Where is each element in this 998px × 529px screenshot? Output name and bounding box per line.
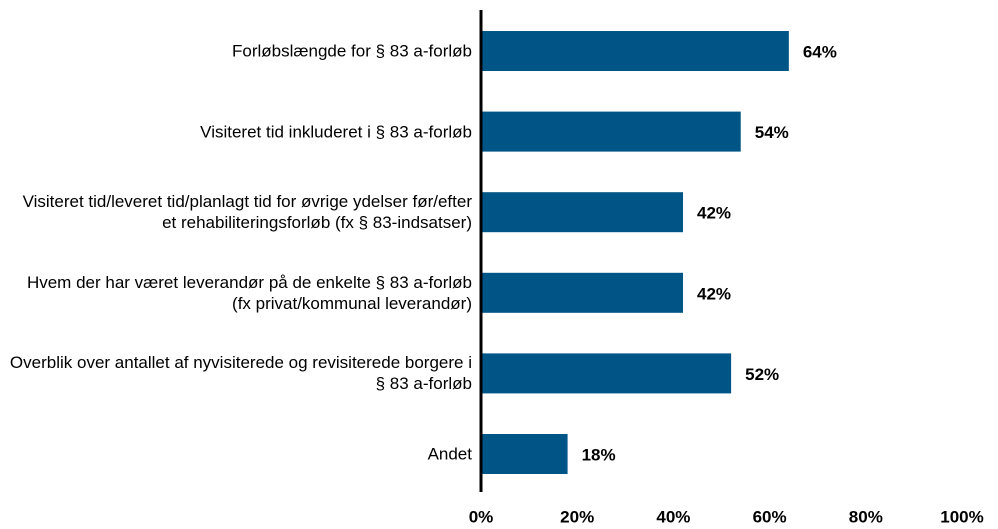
category-label: Hvem der har været leverandør på de enke… xyxy=(26,272,472,313)
bar xyxy=(481,192,684,233)
x-tick-label: 0% xyxy=(469,507,494,526)
x-tick-label: 20% xyxy=(560,507,594,526)
bar xyxy=(481,272,684,313)
value-label: 18% xyxy=(582,445,616,464)
value-label: 42% xyxy=(697,284,731,303)
x-tick-label: 80% xyxy=(849,507,883,526)
value-label: 64% xyxy=(803,42,837,61)
x-tick-label: 100% xyxy=(940,507,983,526)
bar xyxy=(481,31,789,71)
value-label: 52% xyxy=(745,365,779,384)
bar xyxy=(481,353,732,394)
value-label: 42% xyxy=(697,204,731,223)
x-tick-label: 60% xyxy=(753,507,787,526)
value-label: 54% xyxy=(755,123,789,142)
x-tick-label: 40% xyxy=(656,507,690,526)
bar xyxy=(481,111,741,152)
bar xyxy=(481,434,568,474)
category-label: Visiteret tid/leveret tid/planlagt tid f… xyxy=(22,192,472,233)
category-label: Overblik over antallet af nyvisiterede o… xyxy=(9,353,472,394)
category-label: Andet xyxy=(427,444,472,464)
category-label: Forløbslængde for § 83 a-forløb xyxy=(232,41,472,61)
category-label: Visiteret tid inkluderet i § 83 a-forløb xyxy=(200,122,472,142)
